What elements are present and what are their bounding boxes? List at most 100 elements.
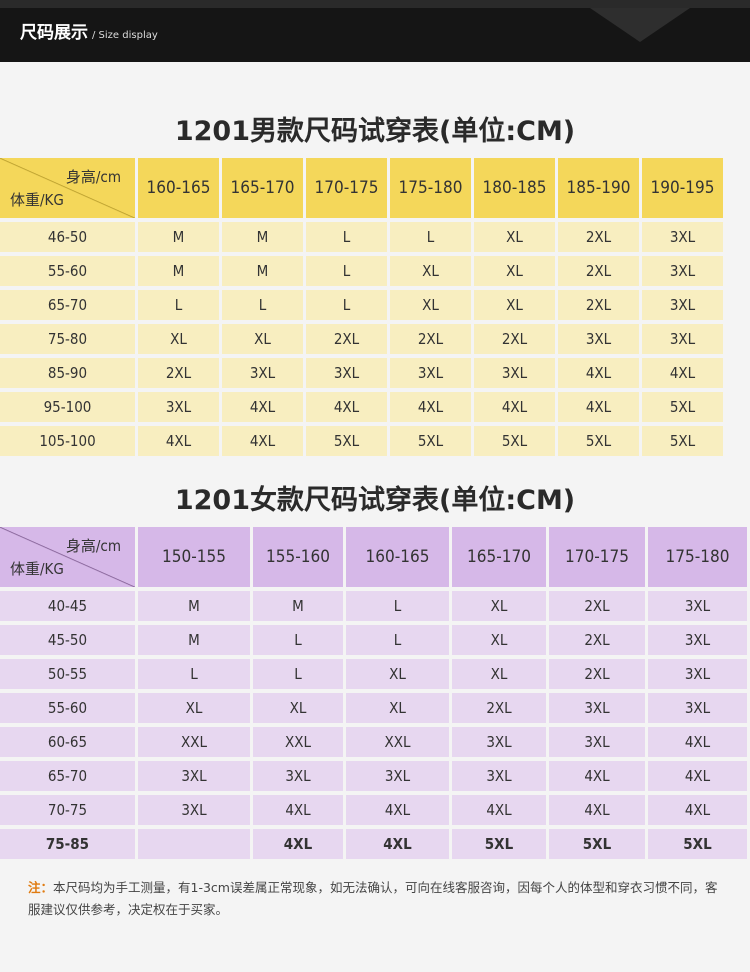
- weight-range-cell: 85-90: [0, 358, 135, 388]
- size-cell: M: [138, 591, 250, 621]
- header-decoration: [590, 8, 690, 42]
- size-cell: 4XL: [222, 426, 303, 456]
- men-header-row: 身高/cm 体重/KG 160-165 165-170 170-175 175-180 18…: [0, 158, 723, 218]
- table-row: 50-55 L L XL XL 2XL 3XL: [0, 659, 747, 689]
- table-row: 75-80 XL XL 2XL 2XL 2XL 3XL 3XL: [0, 324, 723, 354]
- size-cell: 2XL: [452, 693, 546, 723]
- size-cell: 3XL: [648, 591, 747, 621]
- size-cell: 2XL: [390, 324, 471, 354]
- note-label: 注：: [28, 880, 54, 895]
- size-cell: 2XL: [549, 659, 645, 689]
- size-cell: 4XL: [648, 761, 747, 791]
- height-range-header: 190-195: [642, 158, 723, 218]
- table-row: 75-85 4XL 4XL 5XL 5XL 5XL: [0, 829, 747, 859]
- weight-label: 体重/KG: [10, 191, 64, 209]
- size-cell: XL: [452, 625, 546, 655]
- size-cell: L: [138, 659, 250, 689]
- size-cell: XL: [222, 324, 303, 354]
- size-cell: 2XL: [138, 358, 219, 388]
- size-cell: 5XL: [549, 829, 645, 859]
- size-cell: 4XL: [306, 392, 387, 422]
- size-cell: 3XL: [222, 358, 303, 388]
- size-cell: 3XL: [648, 625, 747, 655]
- size-cell: 2XL: [549, 625, 645, 655]
- weight-range-cell: 46-50: [0, 222, 135, 252]
- page-title: 尺码展示 / Size display: [20, 18, 158, 43]
- size-cell: L: [253, 625, 343, 655]
- size-cell: XL: [390, 256, 471, 286]
- weight-range-cell: 95-100: [0, 392, 135, 422]
- size-cell: 3XL: [642, 290, 723, 320]
- size-cell: M: [138, 625, 250, 655]
- size-cell: 4XL: [648, 795, 747, 825]
- size-cell: XL: [390, 290, 471, 320]
- size-cell: [138, 829, 250, 859]
- size-cell: M: [222, 256, 303, 286]
- size-cell: XL: [474, 222, 555, 252]
- size-cell: M: [253, 591, 343, 621]
- size-cell: 4XL: [474, 392, 555, 422]
- weight-range-cell: 50-55: [0, 659, 135, 689]
- weight-range-cell: 55-60: [0, 256, 135, 286]
- size-cell: 4XL: [642, 358, 723, 388]
- size-cell: 5XL: [452, 829, 546, 859]
- size-cell: L: [306, 256, 387, 286]
- size-cell: 2XL: [549, 591, 645, 621]
- size-cell: 5XL: [642, 426, 723, 456]
- size-cell: L: [346, 625, 449, 655]
- size-cell: XXL: [346, 727, 449, 757]
- size-cell: XL: [452, 659, 546, 689]
- size-cell: L: [306, 290, 387, 320]
- height-range-header: 180-185: [474, 158, 555, 218]
- header-bar: 尺码展示 / Size display: [0, 0, 750, 62]
- height-range-header: 170-175: [549, 527, 645, 587]
- note-text: 本尺码均为手工测量，有1-3cm误差属正常现象，如无法确认，可向在线客服咨询，因…: [28, 880, 718, 917]
- size-cell: 4XL: [452, 795, 546, 825]
- women-header-row: 身高/cm 体重/KG 150-155 155-160 160-165 165-170 17…: [0, 527, 747, 587]
- height-range-header: 160-165: [346, 527, 449, 587]
- size-cell: L: [390, 222, 471, 252]
- weight-range-cell: 40-45: [0, 591, 135, 621]
- size-cell: 2XL: [558, 290, 639, 320]
- size-cell: XL: [474, 256, 555, 286]
- size-cell: XL: [452, 591, 546, 621]
- height-label: 身高/cm: [65, 537, 121, 555]
- size-cell: 5XL: [648, 829, 747, 859]
- women-size-table: 身高/cm 体重/KG 150-155 155-160 160-165 165-170 17…: [0, 523, 750, 863]
- size-cell: 2XL: [558, 222, 639, 252]
- size-cell: XL: [474, 290, 555, 320]
- size-note: 注：本尺码均为手工测量，有1-3cm误差属正常现象，如无法确认，可向在线客服咨询…: [28, 877, 720, 921]
- size-cell: 4XL: [222, 392, 303, 422]
- size-cell: L: [222, 290, 303, 320]
- height-range-header: 175-180: [648, 527, 747, 587]
- weight-range-cell: 75-80: [0, 324, 135, 354]
- header-subtitle: / Size display: [92, 30, 158, 41]
- men-size-table: 身高/cm 体重/KG 160-165 165-170 170-175 175-180 18…: [0, 154, 726, 460]
- weight-range-cell: 45-50: [0, 625, 135, 655]
- size-cell: L: [138, 290, 219, 320]
- size-cell: 4XL: [253, 795, 343, 825]
- size-cell: 5XL: [306, 426, 387, 456]
- header-strip: [0, 0, 750, 8]
- size-cell: 2XL: [558, 256, 639, 286]
- table-row: 55-60 M M L XL XL 2XL 3XL: [0, 256, 723, 286]
- size-cell: 3XL: [474, 358, 555, 388]
- height-range-header: 165-170: [222, 158, 303, 218]
- size-cell: XL: [138, 693, 250, 723]
- header-corner: 身高/cm 体重/KG: [0, 527, 135, 587]
- size-cell: 2XL: [306, 324, 387, 354]
- header-corner: 身高/cm 体重/KG: [0, 158, 135, 218]
- size-cell: 3XL: [138, 761, 250, 791]
- weight-label: 体重/KG: [10, 560, 64, 578]
- height-range-header: 165-170: [452, 527, 546, 587]
- table-row: 65-70 3XL 3XL 3XL 3XL 4XL 4XL: [0, 761, 747, 791]
- table-row: 60-65 XXL XXL XXL 3XL 3XL 4XL: [0, 727, 747, 757]
- size-cell: 3XL: [648, 659, 747, 689]
- weight-range-cell: 65-70: [0, 761, 135, 791]
- size-cell: 4XL: [346, 795, 449, 825]
- table-row: 45-50 M L L XL 2XL 3XL: [0, 625, 747, 655]
- size-cell: 5XL: [390, 426, 471, 456]
- size-cell: 3XL: [648, 693, 747, 723]
- size-cell: 4XL: [558, 392, 639, 422]
- size-cell: L: [306, 222, 387, 252]
